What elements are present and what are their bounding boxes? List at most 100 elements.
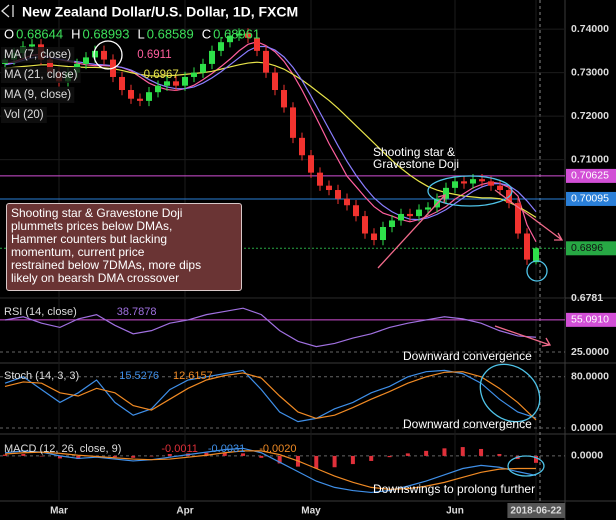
indicator-value: -0.0020	[259, 443, 296, 455]
candle-body	[533, 248, 539, 263]
histogram-bar	[57, 455, 62, 459]
histogram-bar	[460, 447, 465, 456]
histogram-bar	[241, 453, 246, 456]
y-tick-label: 0.74000	[571, 23, 609, 35]
legend-bg	[1, 107, 47, 123]
callout-line: Hammer counters but lacking	[11, 232, 168, 246]
drawings	[1, 4, 564, 477]
indicator-title: Stoch (14, 3, 3)	[4, 370, 79, 382]
histogram-bar	[314, 455, 319, 469]
candle-body	[371, 233, 377, 241]
candle-body	[479, 179, 485, 182]
indicator-title: MACD (12, 26, close, 9)	[4, 443, 121, 455]
annotation: Shooting star &	[373, 145, 455, 159]
ohlc-key: H	[71, 26, 80, 41]
histogram-bar	[149, 455, 154, 457]
y-tick-label: 0.0000	[571, 422, 603, 434]
highlight-circle	[526, 260, 548, 282]
highlight-ellipse	[479, 363, 541, 423]
candle-body	[263, 50, 269, 73]
candle-body	[83, 57, 89, 64]
ohlc-value: 0.68961	[213, 26, 260, 41]
indicator-value: 12.6157	[173, 370, 213, 382]
candle-body	[515, 203, 521, 234]
histogram-bar	[21, 454, 26, 456]
y-tick-label: 0.71000	[571, 153, 609, 165]
candle-body	[236, 33, 242, 36]
candle-body	[425, 207, 431, 210]
candle-body	[245, 33, 251, 38]
x-tick-label: Mar	[50, 506, 68, 517]
candle-body	[209, 50, 215, 64]
ohlc-value: 0.68993	[83, 26, 130, 41]
candle-body	[128, 90, 134, 99]
candle-body	[488, 181, 494, 186]
candle-body	[191, 72, 197, 77]
candle-body	[317, 172, 323, 186]
indicator-value: -0.0031	[208, 443, 245, 455]
arrow	[494, 325, 552, 347]
callout: Shooting star & Gravestone Doji plummets …	[6, 203, 242, 291]
candle-body	[92, 50, 98, 58]
ohlc-key: C	[202, 26, 211, 41]
candle-body	[137, 98, 143, 101]
candle-body	[470, 179, 476, 184]
ohlc-value: 0.68644	[16, 26, 63, 41]
candle-body	[254, 37, 260, 51]
histogram-bar	[204, 452, 209, 456]
histogram-bar	[497, 454, 502, 456]
histogram-bar	[424, 450, 429, 456]
candle-body	[164, 81, 170, 86]
candle-body	[353, 205, 359, 217]
highlight-circle	[93, 40, 123, 70]
indicator-line	[4, 447, 537, 494]
indicator-line	[4, 369, 537, 423]
y-tick-label: 80.0000	[571, 371, 609, 383]
candle-body	[326, 185, 332, 191]
histogram-bar	[442, 448, 447, 456]
candle-body	[461, 181, 467, 184]
ohlc-key: L	[138, 26, 145, 41]
histogram-bar	[387, 455, 392, 458]
histogram-bar	[350, 455, 355, 465]
histogram-bar	[131, 455, 136, 458]
chart-title: New Zealand Dollar/U.S. Dollar, 1D, FXCM	[22, 4, 298, 20]
legend-label: MA (7, close)	[4, 49, 71, 61]
indicator-line	[4, 307, 537, 348]
candle-body	[119, 76, 125, 91]
candle-body	[497, 185, 503, 191]
level-label: 55.0910	[571, 314, 609, 326]
ohlc-value: 0.68589	[147, 26, 194, 41]
x-tick-highlight	[507, 503, 566, 518]
indicator-value: 38.7878	[117, 306, 157, 318]
level-label-bg	[566, 312, 616, 327]
price-label-bg	[566, 191, 616, 206]
price-label-bg	[566, 241, 616, 256]
histogram-bar	[479, 448, 484, 456]
indicator-value: 15.5276	[119, 370, 159, 382]
legend-bg	[1, 87, 75, 103]
candle-body	[380, 226, 386, 241]
histogram-bar	[259, 455, 264, 458]
highlight-ellipse	[427, 175, 513, 207]
candle-body	[443, 187, 449, 199]
candle-body	[146, 92, 152, 101]
candle-body	[362, 216, 368, 234]
histogram-bar	[332, 455, 337, 468]
legend-value: 0.6911	[137, 49, 171, 61]
candle-body	[281, 90, 287, 108]
legend-value: 0.6967	[144, 69, 179, 81]
candle-body	[389, 220, 395, 227]
legend: MA (7, close) 0.6911 MA (21, close) 0.6967 M…	[1, 47, 179, 123]
legend-label: MA (9, close)	[4, 89, 71, 101]
price-label-bg	[566, 168, 616, 183]
histogram-bar	[76, 455, 81, 460]
candle-body	[47, 59, 53, 73]
y-tick-label: 25.0000	[571, 346, 609, 358]
candle-body	[416, 209, 422, 217]
legend-label: MA (21, close)	[4, 69, 78, 81]
candle-body	[272, 72, 278, 91]
candle-body	[452, 181, 458, 188]
